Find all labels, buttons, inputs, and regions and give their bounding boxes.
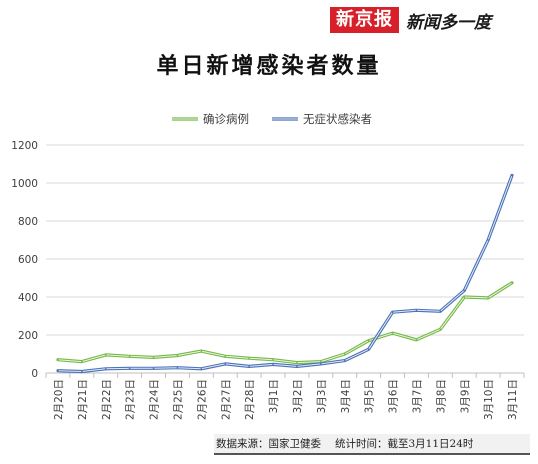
data-point <box>487 297 489 299</box>
x-tick-label: 2月22日 <box>101 379 113 420</box>
x-tick-label: 3月11日 <box>507 379 519 420</box>
series-line-highlight <box>57 282 513 364</box>
y-tick-label: 0 <box>31 368 38 380</box>
data-point <box>391 332 394 334</box>
y-tick-label: 600 <box>18 254 38 266</box>
x-tick-label: 3月5日 <box>364 379 376 413</box>
data-point <box>176 366 179 369</box>
data-point <box>367 339 370 342</box>
x-tick-label: 3月9日 <box>459 379 471 413</box>
data-point <box>511 174 513 177</box>
footer-source: 数据来源：国家卫健委 <box>216 438 321 450</box>
data-point <box>224 355 227 358</box>
series-line <box>56 281 514 365</box>
y-tick-label: 1000 <box>11 178 38 190</box>
legend-label: 无症状感染者 <box>303 112 372 126</box>
data-point <box>81 370 83 373</box>
data-point <box>200 350 203 352</box>
x-tick-label: 2月28日 <box>244 379 256 420</box>
data-point <box>152 367 155 370</box>
data-point <box>248 365 250 368</box>
data-point <box>487 239 489 241</box>
legend-label: 确诊病例 <box>203 112 249 126</box>
data-point <box>200 368 203 370</box>
series-line <box>56 173 514 374</box>
x-tick-label: 2月25日 <box>172 379 184 420</box>
data-point <box>128 355 131 358</box>
chart-title: 单日新增感染者数量 <box>156 54 382 79</box>
x-tick-label: 3月8日 <box>435 379 447 413</box>
data-point <box>81 360 83 363</box>
data-point <box>439 310 442 313</box>
y-tick-label: 200 <box>18 330 38 342</box>
x-tick-label: 2月27日 <box>220 379 232 420</box>
data-point <box>57 358 59 361</box>
data-point <box>320 363 322 365</box>
data-point <box>57 369 59 372</box>
data-point <box>176 354 179 357</box>
data-point <box>415 309 418 312</box>
data-point <box>463 289 466 292</box>
brand-logo: 新京报 <box>330 7 399 33</box>
x-tick-label: 2月24日 <box>149 379 161 420</box>
x-tick-label: 3月10日 <box>483 379 495 420</box>
data-point <box>224 363 227 365</box>
x-tick-label: 2月26日 <box>196 379 208 420</box>
data-point <box>104 354 107 356</box>
data-point <box>272 358 274 361</box>
brand-slogan: 新闻多一度 <box>406 12 491 33</box>
data-point <box>320 360 322 363</box>
data-point <box>272 363 274 366</box>
x-tick-label: 2月20日 <box>53 379 65 420</box>
data-point <box>296 361 298 364</box>
x-tick-label: 2月23日 <box>125 379 137 420</box>
x-tick-label: 3月3日 <box>316 379 328 413</box>
data-point <box>511 281 513 284</box>
data-point <box>463 296 466 298</box>
data-point <box>343 353 346 355</box>
x-tick-label: 3月7日 <box>411 379 423 413</box>
data-point <box>343 359 346 362</box>
data-point <box>367 348 370 351</box>
data-point <box>128 367 131 370</box>
data-point <box>439 328 442 331</box>
y-tick-label: 1200 <box>11 140 38 152</box>
data-point <box>391 311 394 314</box>
x-tick-label: 3月2日 <box>292 379 304 413</box>
data-point <box>152 356 155 359</box>
source-footer: 数据来源：国家卫健委 统计时间：截至3月11日24时 <box>214 434 530 455</box>
x-tick-label: 3月6日 <box>388 379 400 413</box>
y-tick-label: 400 <box>18 292 38 304</box>
data-point <box>415 338 418 341</box>
y-tick-label: 800 <box>18 216 38 228</box>
data-point <box>296 365 298 368</box>
brand-header: 新京报 新闻多一度 <box>330 7 491 33</box>
series-line-highlight <box>57 174 513 372</box>
x-tick-label: 2月21日 <box>77 379 89 420</box>
data-point <box>104 368 107 370</box>
x-tick-label: 3月4日 <box>340 379 352 413</box>
data-point <box>248 357 250 359</box>
x-tick-label: 3月1日 <box>268 379 280 413</box>
footer-stat-time: 统计时间：截至3月11日24时 <box>335 438 474 450</box>
